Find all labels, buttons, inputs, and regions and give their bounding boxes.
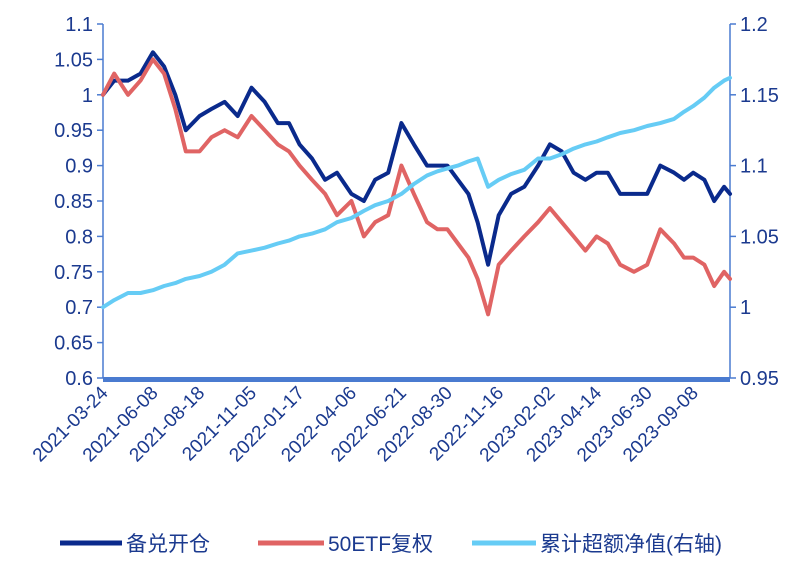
y-right-tick-label: 0.95 bbox=[740, 368, 779, 390]
y-right-tick-label: 1.15 bbox=[740, 85, 779, 107]
y-left-tick-label: 0.95 bbox=[54, 120, 93, 142]
y-left-tick-label: 0.7 bbox=[65, 297, 93, 319]
y-axis-left-ticks: 1.1 1.05 1 0.95 0.9 0.85 0.8 0.75 0.7 0.65 0.6 bbox=[54, 14, 103, 390]
legend: 备兑开仓 50ETF复权 累计超额净值(右轴) bbox=[60, 533, 722, 556]
y-right-tick-label: 1.2 bbox=[740, 14, 768, 36]
legend-label-3: 累计超额净值(右轴) bbox=[540, 533, 722, 556]
axes bbox=[102, 24, 731, 382]
y-left-tick-label: 1.1 bbox=[65, 14, 93, 36]
y-left-tick-label: 0.75 bbox=[54, 262, 93, 284]
series-line-3 bbox=[101, 75, 732, 310]
y-left-tick-label: 1 bbox=[82, 85, 93, 107]
y-left-tick-label: 0.85 bbox=[54, 191, 93, 213]
legend-label-1: 备兑开仓 bbox=[126, 533, 210, 556]
y-left-tick-label: 0.65 bbox=[54, 333, 93, 355]
y-axis-right-ticks: 1.2 1.15 1.1 1.05 1 0.95 bbox=[730, 14, 779, 390]
y-right-tick-label: 1 bbox=[740, 297, 751, 319]
x-axis-ticks: 2021-03-242021-06-082021-08-182021-11-05… bbox=[29, 382, 703, 466]
y-right-tick-label: 1.05 bbox=[740, 226, 779, 248]
series-line-2 bbox=[101, 57, 732, 317]
y-left-tick-label: 0.8 bbox=[65, 226, 93, 248]
legend-label-2: 50ETF复权 bbox=[328, 533, 433, 556]
y-right-tick-label: 1.1 bbox=[740, 156, 768, 178]
y-left-tick-label: 1.05 bbox=[54, 49, 93, 71]
series-line-1 bbox=[101, 50, 732, 267]
series-lines bbox=[101, 50, 732, 317]
x-axis-line bbox=[103, 377, 730, 382]
y-left-tick-label: 0.9 bbox=[65, 156, 93, 178]
y-left-tick-label: 0.6 bbox=[65, 368, 93, 390]
